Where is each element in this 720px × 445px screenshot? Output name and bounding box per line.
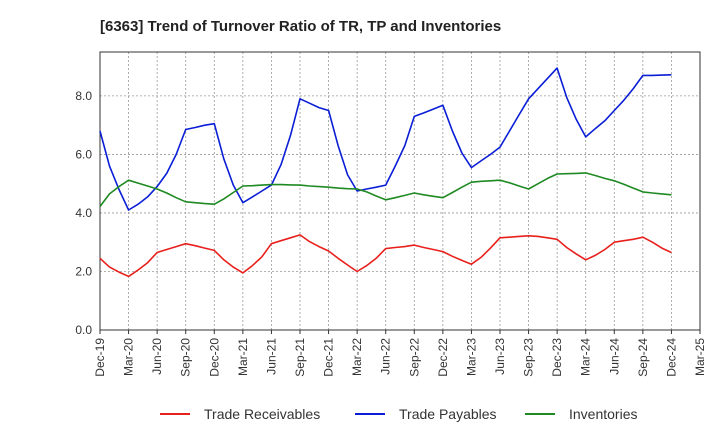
x-tick-label: Dec-20 <box>207 338 221 377</box>
x-tick-label: Jun-22 <box>379 338 393 375</box>
series-line-3 <box>99 172 672 207</box>
grid-layer <box>99 52 701 331</box>
series-line-1 <box>99 234 672 278</box>
series-line-2 <box>99 67 672 211</box>
legend-label: Trade Payables <box>399 406 497 422</box>
legend-label: Trade Receivables <box>204 406 320 422</box>
x-tick-label: Dec-23 <box>550 338 564 377</box>
y-tick-label: 4.0 <box>75 206 92 220</box>
x-tick-label: Jun-24 <box>607 338 621 375</box>
x-tick-label: Sep-20 <box>179 338 193 377</box>
x-tick-label: Dec-19 <box>93 338 107 377</box>
x-tick-label: Jun-20 <box>150 338 164 375</box>
x-tick-label: Mar-23 <box>464 338 478 376</box>
x-tick-label: Sep-22 <box>407 338 421 377</box>
x-tick-label: Dec-24 <box>664 338 678 377</box>
x-tick-label: Mar-25 <box>693 338 707 376</box>
y-tick-label: 6.0 <box>75 147 92 161</box>
x-tick-label: Dec-21 <box>322 338 336 377</box>
x-tick-label: Sep-23 <box>522 338 536 377</box>
x-tick-label: Mar-21 <box>236 338 250 376</box>
y-tick-label: 0.0 <box>75 323 92 337</box>
plot-frame <box>99 51 701 331</box>
x-tick-label: Sep-21 <box>293 338 307 377</box>
series-layer <box>99 67 672 278</box>
x-tick-label: Jun-23 <box>493 338 507 375</box>
legend-label: Inventories <box>569 406 637 422</box>
x-tick-label: Jun-21 <box>264 338 278 375</box>
x-tick-label: Mar-20 <box>122 338 136 376</box>
y-tick-label: 8.0 <box>75 89 92 103</box>
x-tick-label: Mar-22 <box>350 338 364 376</box>
y-tick-label: 2.0 <box>75 264 92 278</box>
x-tick-label: Mar-24 <box>579 338 593 376</box>
x-tick-label: Dec-22 <box>436 338 450 377</box>
x-tick-label: Sep-24 <box>636 338 650 377</box>
chart-title: [6363] Trend of Turnover Ratio of TR, TP… <box>100 18 501 35</box>
axis-layer: 0.0 2.0 4.0 6.0 8.0 Dec-19 Mar-20 Jun-20 Sep-20 D… <box>75 51 707 377</box>
legend: Trade Receivables Trade Payables Inventori… <box>160 406 637 422</box>
